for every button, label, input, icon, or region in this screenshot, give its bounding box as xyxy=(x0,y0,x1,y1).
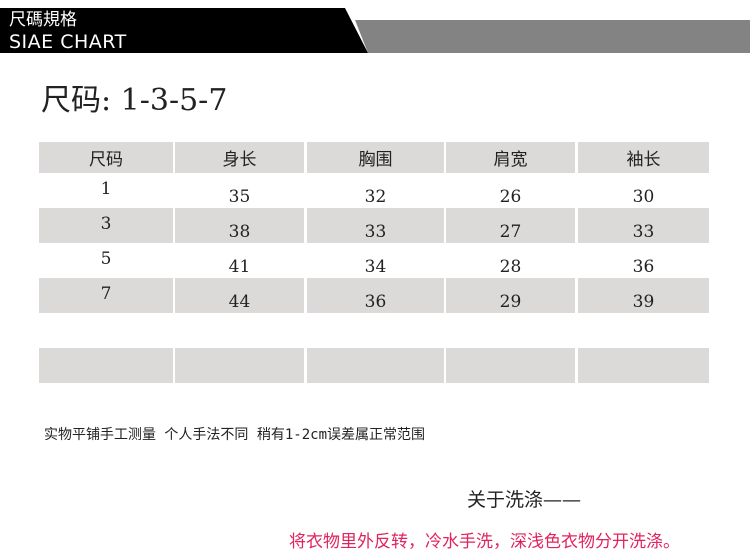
table-cell: 36 xyxy=(632,256,655,277)
table-cell: 38 xyxy=(175,208,304,243)
table-cell xyxy=(446,313,575,348)
table-cell: 32 xyxy=(364,186,387,207)
table-header-cell: 袖长 xyxy=(578,142,709,173)
table-row xyxy=(39,348,709,383)
table-cell: 27 xyxy=(446,208,575,243)
table-cell: 26 xyxy=(499,186,522,207)
table-row: 1 35 32 26 30 xyxy=(39,173,709,208)
washing-instructions: 将衣物里外反转，冷水手洗，深浅色衣物分开洗涤。 xyxy=(289,532,680,552)
table-header-cell: 肩宽 xyxy=(446,142,575,173)
table-cell xyxy=(307,313,444,348)
header-banner-gray xyxy=(355,20,750,53)
table-cell xyxy=(578,313,709,348)
table-cell xyxy=(39,313,173,348)
header-banner-black xyxy=(0,8,368,53)
table-cell xyxy=(175,348,304,383)
banner-title-en: SIAE CHART xyxy=(9,31,127,53)
table-header-cell: 胸围 xyxy=(307,142,444,173)
table-cell: 33 xyxy=(578,208,709,243)
table-cell: 1 xyxy=(100,178,112,199)
washing-title: 关于洗涤—— xyxy=(467,489,582,511)
table-cell: 41 xyxy=(228,256,251,277)
table-cell: 35 xyxy=(228,186,251,207)
table-cell: 3 xyxy=(39,208,173,243)
table-row xyxy=(39,313,709,348)
banner-title-cn: 尺碼規格 xyxy=(9,10,77,30)
table-cell xyxy=(307,348,444,383)
table-cell: 7 xyxy=(39,278,173,313)
size-range-title: 尺码: 1-3-5-7 xyxy=(41,83,228,118)
table-header-row: 尺码 身长 胸围 肩宽 袖长 xyxy=(39,142,709,173)
table-cell: 34 xyxy=(364,256,387,277)
table-cell xyxy=(39,348,173,383)
table-cell: 39 xyxy=(578,278,709,313)
table-cell: 36 xyxy=(307,278,444,313)
table-cell: 29 xyxy=(446,278,575,313)
table-row: 7 44 36 29 39 xyxy=(39,278,709,313)
table-cell xyxy=(175,313,304,348)
table-cell: 33 xyxy=(307,208,444,243)
table-cell: 44 xyxy=(175,278,304,313)
table-row: 3 38 33 27 33 xyxy=(39,208,709,243)
table-cell: 30 xyxy=(632,186,655,207)
table-header-cell: 尺码 xyxy=(39,142,173,173)
table-cell xyxy=(578,348,709,383)
measurement-note: 实物平铺手工测量 个人手法不同 稍有1-2cm误差属正常范围 xyxy=(44,427,425,443)
table-cell: 5 xyxy=(100,248,112,269)
table-row: 5 41 34 28 36 xyxy=(39,243,709,278)
table-header-cell: 身长 xyxy=(175,142,304,173)
table-cell xyxy=(446,348,575,383)
table-cell: 28 xyxy=(499,256,522,277)
